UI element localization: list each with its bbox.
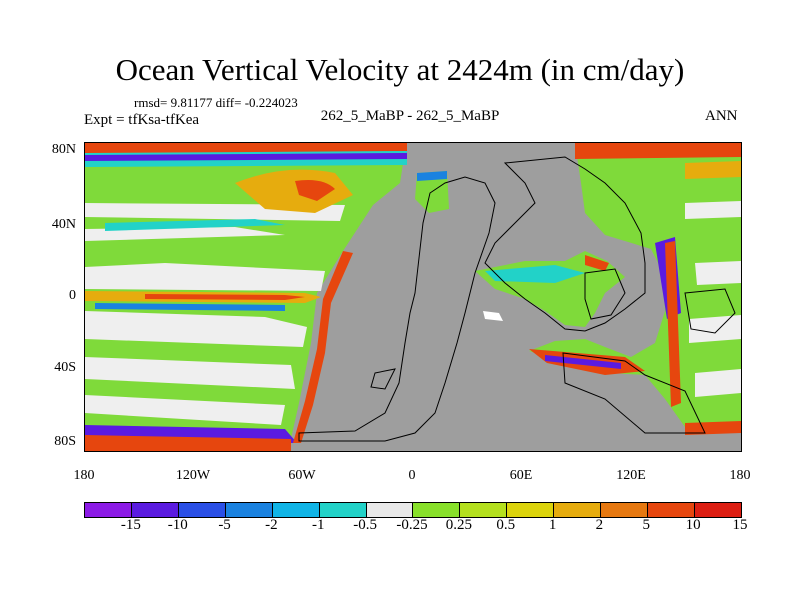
colorbar-swatch — [131, 503, 179, 517]
pacific-equatorial-blue — [95, 303, 285, 311]
experiment-label: Expt = tfKsa-tfKea — [84, 112, 200, 128]
pacific-white-band — [85, 227, 285, 241]
colorbar-label: -15 — [120, 517, 141, 533]
eastern-red-strip — [665, 241, 681, 407]
lat-label: 80N — [51, 142, 76, 157]
pacific-north-feature — [235, 169, 353, 213]
colorbar-swatch — [225, 503, 273, 517]
colorbar-label: -2 — [265, 517, 278, 533]
lon-label: 120E — [616, 468, 646, 483]
colorbar — [84, 502, 742, 518]
coastlines — [298, 156, 736, 442]
pacific-white-band — [85, 311, 307, 347]
colorbar-label: -0.25 — [396, 517, 428, 533]
eastern-blue-bottom — [545, 355, 621, 369]
lon-label: 180 — [73, 468, 95, 483]
arctic-band-blue — [85, 153, 407, 161]
pacific-white-band — [85, 357, 295, 389]
colorbar-swatch — [366, 503, 414, 517]
colorbar-label: -1 — [312, 517, 325, 533]
southern-edge-red — [85, 435, 291, 451]
eastern-arctic — [575, 143, 741, 159]
eastern-white-band — [685, 201, 741, 219]
colorbar-label: -0.5 — [353, 517, 378, 533]
colorbar-swatch — [272, 503, 320, 517]
colorbar-label: 1 — [548, 517, 557, 533]
colorbar-swatch — [507, 503, 555, 517]
colorbar-label: 0.5 — [496, 517, 516, 533]
season-label: ANN — [705, 108, 738, 124]
inner-basin-blue — [485, 265, 585, 283]
lon-label: 60E — [509, 468, 533, 483]
eastern-south-edge — [685, 421, 741, 435]
map-field — [85, 143, 741, 451]
colorbar-label: 15 — [732, 517, 748, 533]
colorbar-swatch — [178, 503, 226, 517]
colorbar-label: 2 — [595, 517, 604, 533]
arctic-band-red — [85, 143, 407, 153]
colorbar-swatch — [85, 503, 132, 517]
map-title: Ocean Vertical Velocity at 2424m (in cm/… — [115, 52, 685, 87]
colorbar-label: 0.25 — [445, 517, 472, 533]
lon-label: 180 — [729, 468, 751, 483]
colorbar-swatch — [694, 503, 741, 517]
lon-label: 120W — [175, 468, 211, 483]
pacific-north-blue — [105, 219, 285, 231]
inner-basin-red — [585, 255, 609, 271]
pacific-equatorial-core — [145, 294, 305, 300]
colorbar-swatch — [601, 503, 649, 517]
lat-label: 40N — [51, 217, 76, 232]
eastern-orange-band — [685, 161, 741, 179]
pacific-white-band — [85, 263, 325, 291]
case-label: 262_5_MaBP - 262_5_MaBP — [320, 108, 500, 124]
inner-basin-white — [483, 311, 503, 321]
colorbar-swatch — [460, 503, 508, 517]
eastern-white-band — [695, 369, 741, 397]
pacific-east-edge — [293, 251, 353, 443]
lat-label: 80S — [54, 434, 76, 449]
colorbar-label: 5 — [642, 517, 651, 533]
lat-label: 0 — [69, 288, 76, 303]
colorbar-label: -10 — [167, 517, 188, 533]
lon-label: 60W — [288, 468, 316, 483]
colorbar-swatch — [319, 503, 367, 517]
colorbar-label: 10 — [685, 517, 701, 533]
map-panel — [84, 142, 742, 452]
eastern-white-band — [695, 261, 741, 285]
atlantic-patch-edge — [417, 171, 447, 181]
colorbar-label: -5 — [218, 517, 231, 533]
pacific-north-core — [295, 180, 335, 201]
colorbar-swatch — [648, 503, 695, 517]
lon-label: 0 — [408, 468, 416, 483]
pacific-white-band — [85, 395, 285, 425]
stats-text: rmsd= 9.81177 diff= -0.224023 — [134, 95, 298, 110]
eastern-white-band — [689, 315, 741, 343]
lat-label: 40S — [54, 360, 76, 375]
colorbar-swatch — [554, 503, 602, 517]
colorbar-swatch — [413, 503, 461, 517]
